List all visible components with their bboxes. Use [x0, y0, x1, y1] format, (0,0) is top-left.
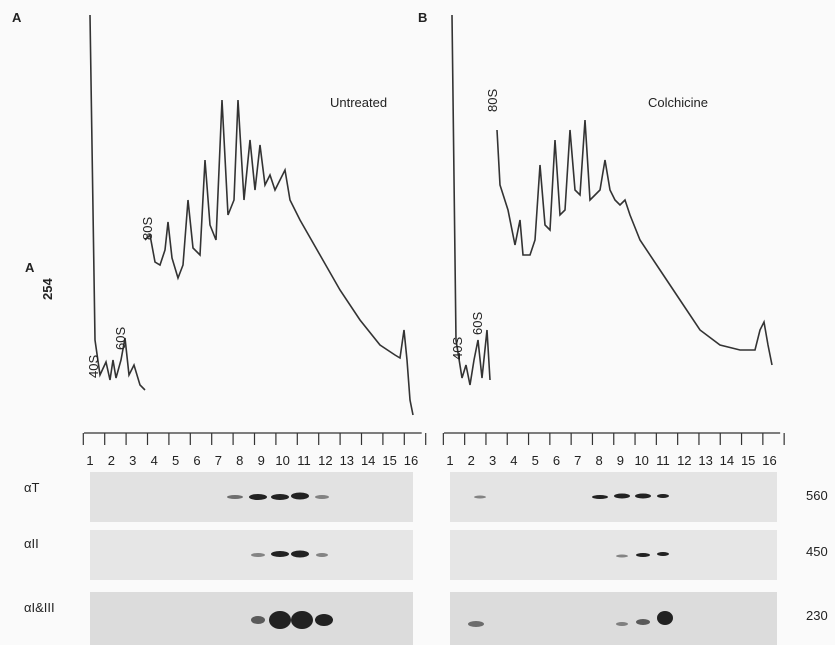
- fraction-label: 7: [574, 453, 581, 468]
- fraction-label: 13: [698, 453, 712, 468]
- fraction-label: 7: [215, 453, 222, 468]
- size-label: 230: [806, 608, 828, 623]
- profile-trace: [496, 119, 773, 366]
- profile-trace: [89, 14, 146, 391]
- fraction-label: 15: [741, 453, 755, 468]
- blot: [450, 530, 777, 580]
- fraction-label: 14: [361, 453, 375, 468]
- fraction-label: 16: [404, 453, 418, 468]
- fraction-label: 4: [510, 453, 517, 468]
- probe-label: αII: [24, 536, 39, 551]
- panel-letter: B: [418, 10, 427, 25]
- profile-trace: [144, 99, 414, 416]
- fraction-label: 9: [258, 453, 265, 468]
- profile-trace: [451, 14, 491, 386]
- peak-label: 80S: [140, 217, 155, 240]
- fraction-label: 1: [446, 453, 453, 468]
- bands: [227, 492, 673, 629]
- fraction-label: 14: [720, 453, 734, 468]
- blot: [90, 592, 413, 645]
- fraction-label: 8: [236, 453, 243, 468]
- peak-label: 40S: [450, 337, 465, 360]
- fraction-label: 2: [468, 453, 475, 468]
- size-label: 560: [806, 488, 828, 503]
- fraction-label: 6: [553, 453, 560, 468]
- blot: [450, 472, 777, 522]
- fraction-label: 3: [489, 453, 496, 468]
- y-label-sub: 254: [40, 278, 55, 300]
- fraction-label: 4: [151, 453, 158, 468]
- size-label: 450: [806, 544, 828, 559]
- fraction-label: 12: [318, 453, 332, 468]
- peak-label: 60S: [470, 312, 485, 335]
- peak-label: 60S: [113, 327, 128, 350]
- probe-label: αT: [24, 480, 40, 495]
- fraction-label: 16: [762, 453, 776, 468]
- fraction-label: 12: [677, 453, 691, 468]
- peak-label: 80S: [485, 89, 500, 112]
- peak-label: 40S: [86, 355, 101, 378]
- fraction-label: 2: [108, 453, 115, 468]
- fraction-label: 5: [172, 453, 179, 468]
- fraction-label: 3: [129, 453, 136, 468]
- panel-letter: A: [12, 10, 22, 25]
- fraction-label: 11: [297, 453, 311, 468]
- fraction-label: 13: [340, 453, 354, 468]
- fraction-label: 10: [634, 453, 648, 468]
- y-label: A: [25, 260, 35, 275]
- condition-label: Untreated: [330, 95, 387, 110]
- condition-label: Colchicine: [648, 95, 708, 110]
- fraction-label: 9: [617, 453, 624, 468]
- blot: [450, 592, 777, 645]
- fraction-label: 8: [595, 453, 602, 468]
- probe-label: αI&III: [24, 600, 55, 615]
- fraction-label: 6: [193, 453, 200, 468]
- fraction-label: 5: [532, 453, 539, 468]
- fraction-label: 11: [656, 453, 670, 468]
- fraction-label: 1: [86, 453, 93, 468]
- fraction-label: 15: [382, 453, 396, 468]
- fraction-label: 10: [275, 453, 289, 468]
